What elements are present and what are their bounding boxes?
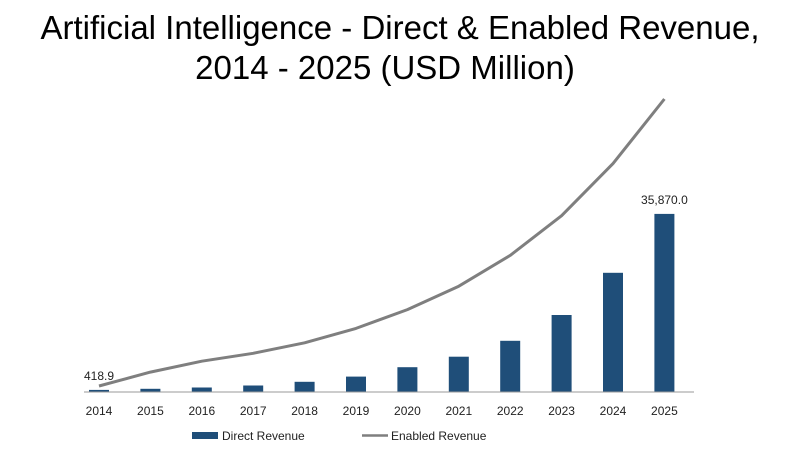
chart-title: Artificial Intelligence - Direct & Enabl… (0, 8, 800, 88)
legend: Direct Revenue Enabled Revenue (192, 429, 487, 443)
bar-direct-revenue-2014 (89, 389, 109, 392)
bar-direct-revenue-2024 (603, 272, 623, 392)
line-enabled-revenue (98, 98, 666, 388)
x-tick-label-2025: 2025 (651, 404, 678, 418)
chart-title-line-2: 2014 - 2025 (USD Million) (195, 49, 575, 86)
bar-direct-revenue-2018 (294, 381, 315, 392)
legend-label-direct-revenue: Direct Revenue (222, 429, 305, 443)
data-label-2025: 35,870.0 (641, 193, 688, 207)
data-label-2014: 418.9 (84, 369, 114, 383)
bar-direct-revenue-2017 (243, 385, 264, 392)
chart-title-line-1: Artificial Intelligence - Direct & Enabl… (40, 9, 760, 46)
x-tick-label-2018: 2018 (291, 404, 318, 418)
x-axis-ticks: 2014 2015 2016 2017 2018 2019 2020 2021 2022 2023… (86, 404, 678, 418)
bar-direct-revenue-2020 (397, 367, 418, 392)
x-tick-label-2024: 2024 (600, 404, 627, 418)
bar-direct-revenue-2023 (551, 315, 572, 392)
x-tick-label-2021: 2021 (445, 404, 472, 418)
x-tick-label-2016: 2016 (188, 404, 215, 418)
bar-direct-revenue-2019 (346, 376, 366, 392)
data-labels: 418.9 35,870.0 (84, 193, 688, 383)
legend-swatch-direct-revenue (192, 432, 218, 439)
x-tick-label-2019: 2019 (343, 404, 370, 418)
bar-direct-revenue-2021 (448, 356, 469, 392)
bar-direct-revenue-2025 (654, 213, 675, 392)
bar-direct-revenue-2022 (500, 340, 521, 392)
legend-label-enabled-revenue: Enabled Revenue (391, 429, 487, 443)
x-tick-label-2015: 2015 (137, 404, 164, 418)
x-tick-label-2017: 2017 (240, 404, 267, 418)
x-tick-label-2023: 2023 (548, 404, 575, 418)
bar-direct-revenue-2016 (191, 387, 212, 392)
x-tick-label-2022: 2022 (497, 404, 524, 418)
x-tick-label-2020: 2020 (394, 404, 421, 418)
bar-direct-revenue-2015 (140, 388, 161, 392)
bar-series-direct-revenue (89, 213, 675, 392)
line-series-enabled-revenue (98, 98, 666, 388)
x-tick-label-2014: 2014 (86, 404, 113, 418)
